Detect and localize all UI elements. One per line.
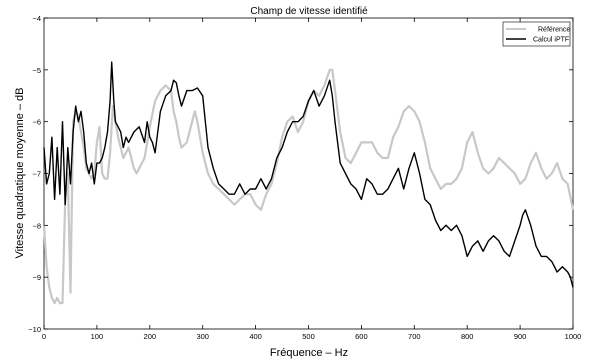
series-line-iptf <box>43 61 574 288</box>
x-axis-label: Fréquence – Hz <box>270 347 348 359</box>
legend-label-reference: Référence <box>538 27 570 34</box>
y-tick-label: −7 <box>32 170 41 179</box>
y-tick-label: −6 <box>32 118 41 127</box>
x-tick-label: 300 <box>196 332 209 341</box>
y-tick-label: −4 <box>32 14 41 23</box>
x-tick-label: 500 <box>302 332 315 341</box>
legend: Référence Calcul iPTF <box>502 21 571 47</box>
series-layer <box>42 61 575 305</box>
x-tick-label: 800 <box>461 332 474 341</box>
x-tick-label: 400 <box>249 332 262 341</box>
x-tick-label: 1000 <box>565 332 582 341</box>
x-axis-ticks: 0 100 200 300 400 500 600 700 800 900 1000 <box>42 18 581 341</box>
y-axis-ticks: −10 −9 −8 −7 −6 −5 −4 <box>28 14 573 334</box>
y-axis-label: Vitesse quadratique moyenne – dB <box>14 87 26 258</box>
plot-area <box>43 17 574 330</box>
series-line-reference <box>42 68 575 305</box>
x-tick-label: 200 <box>144 332 157 341</box>
x-tick-label: 900 <box>514 332 527 341</box>
x-tick-label: 700 <box>408 332 421 341</box>
y-tick-label: −5 <box>32 66 41 75</box>
legend-box <box>502 21 571 47</box>
chart-title: Champ de vitesse identifié <box>250 6 368 17</box>
x-tick-label: 600 <box>355 332 368 341</box>
x-tick-label: 0 <box>42 332 46 341</box>
y-tick-label: −10 <box>28 325 41 334</box>
x-tick-label: 100 <box>91 332 104 341</box>
y-tick-label: −8 <box>32 221 41 230</box>
y-tick-label: −9 <box>32 273 41 282</box>
legend-label-iptf: Calcul iPTF <box>533 37 569 44</box>
